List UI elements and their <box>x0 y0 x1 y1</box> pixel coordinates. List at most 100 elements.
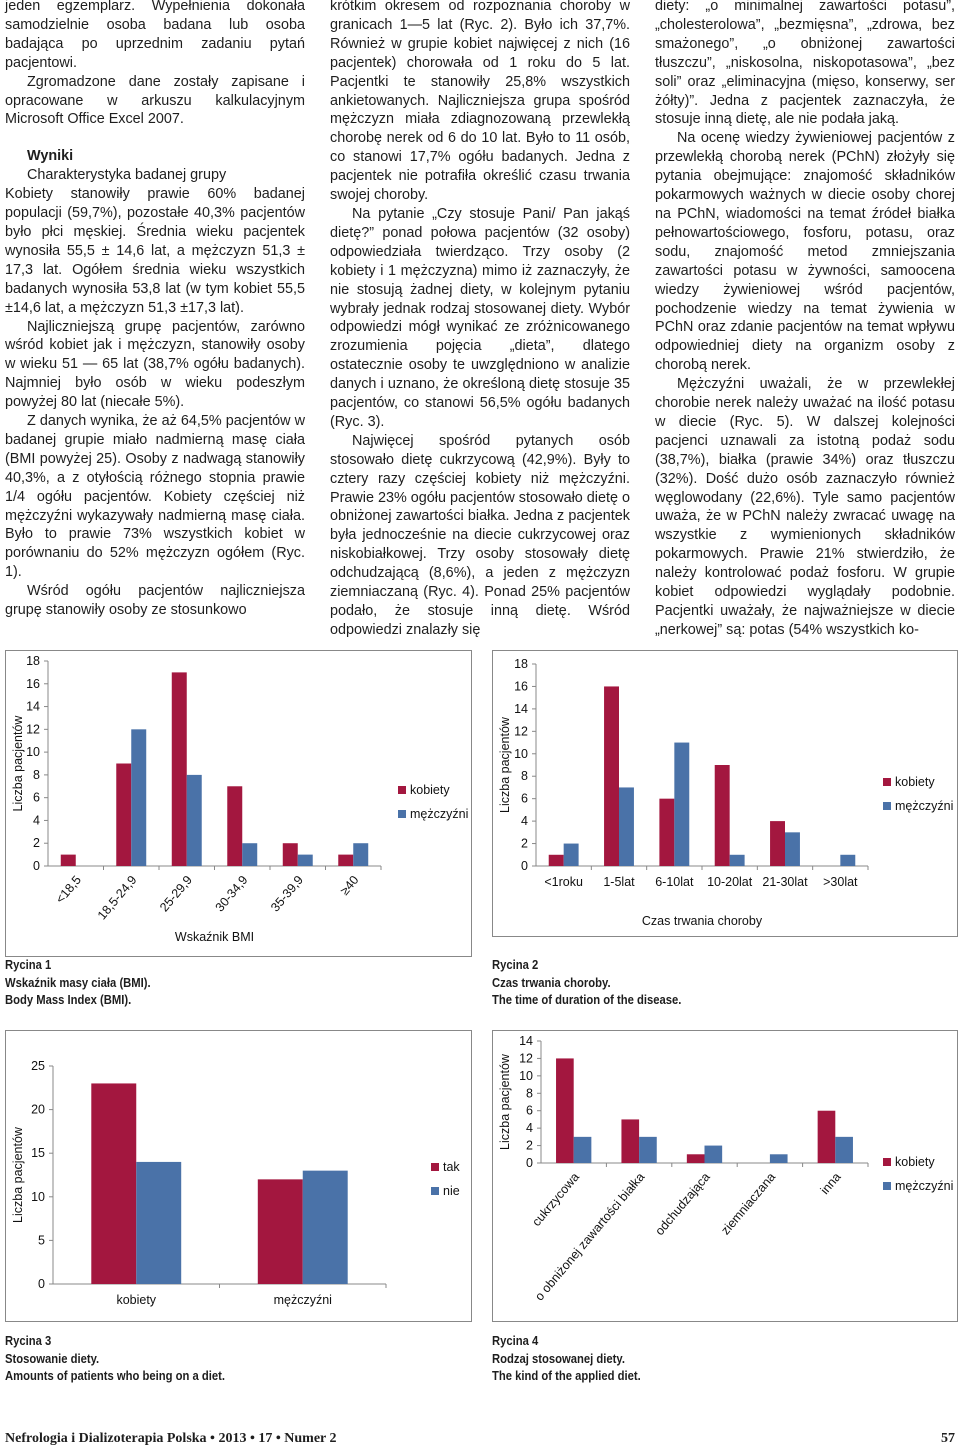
bar <box>604 686 619 866</box>
y-tick-label: 12 <box>519 1051 533 1065</box>
page-number: 57 <box>941 1431 955 1446</box>
legend-label: kobiety <box>895 775 935 789</box>
y-tick-label: 16 <box>514 679 528 693</box>
x-tick-label: ziemniaczana <box>718 1170 778 1238</box>
caption-label: Rycina 2 <box>492 958 539 972</box>
bar <box>227 786 243 866</box>
legend-swatch <box>398 786 406 794</box>
bar <box>91 1083 137 1284</box>
y-tick-label: 2 <box>33 836 40 850</box>
y-tick-label: 6 <box>521 792 528 806</box>
x-tick-label: 21-30lat <box>762 875 808 889</box>
y-tick-label: 4 <box>33 813 40 827</box>
paragraph: Najwięcej spośród pytanych osób stosował… <box>330 432 630 638</box>
x-tick-label: >30lat <box>823 875 858 889</box>
y-tick-label: 10 <box>26 745 40 759</box>
figure-chart: 0 2 4 6 8 10 12 14 16 18 <18,5 18,5-24,9 25-29,9 30-3… <box>5 650 472 957</box>
paragraph: jeden egzemplarz. Wypełnienia dokonała s… <box>5 0 305 71</box>
x-tick-label: cukrzycowa <box>529 1170 582 1229</box>
paragraph: Mężczyźni uważali, że w przewlekłej chor… <box>655 376 955 638</box>
figure-caption: Rycina 3 Stosowanie diety. Amounts of pa… <box>5 1333 225 1386</box>
figure-caption: Rycina 1 Wskaźnik masy ciała (BMI). Body… <box>5 957 151 1010</box>
caption-en: Amounts of patients who being on a diet. <box>5 1369 226 1383</box>
bar <box>573 1136 592 1163</box>
text-column: diety: „o minimalnej zawartości potasu”,… <box>655 0 955 640</box>
section-heading: Wyniki <box>27 148 74 165</box>
y-tick-label: 8 <box>521 769 528 783</box>
bar <box>840 854 856 866</box>
paragraph: Z danych wynika, że aż 64,5% pacjentów w… <box>5 413 305 581</box>
x-tick-label: 18,5-24,9 <box>95 873 140 922</box>
legend-swatch <box>883 1158 891 1166</box>
x-tick-label: ≥40 <box>337 873 361 898</box>
x-tick-label: mężczyźni <box>274 1293 332 1307</box>
bar <box>116 763 132 866</box>
x-tick-label: inna <box>818 1170 844 1197</box>
legend-label: mężczyźni <box>410 807 468 821</box>
y-tick-label: 20 <box>31 1103 45 1117</box>
legend-label: kobiety <box>895 1155 935 1169</box>
legend-swatch <box>883 802 891 810</box>
caption-en: The time of duration of the disease. <box>492 993 682 1007</box>
bar <box>353 843 369 866</box>
caption-pl: Wskaźnik masy ciała (BMI). <box>5 975 151 990</box>
y-tick-label: 18 <box>26 654 40 668</box>
y-tick-label: 0 <box>521 859 528 873</box>
y-tick-label: 16 <box>26 677 40 691</box>
bar <box>136 1161 182 1284</box>
subheading: Charakterystyka badanej grupy <box>27 167 227 184</box>
caption-en: The kind of the applied diet. <box>492 1369 641 1383</box>
y-tick-label: 0 <box>33 859 40 873</box>
legend-swatch <box>883 1182 891 1190</box>
caption-label: Rycina 4 <box>492 1334 539 1348</box>
paragraph: diety: „o minimalnej zawartości potasu”,… <box>655 0 955 128</box>
y-tick-label: 18 <box>514 657 528 671</box>
x-tick-label: 10-20lat <box>707 875 753 889</box>
y-tick-label: 4 <box>521 814 528 828</box>
caption-en: Body Mass Index (BMI). <box>5 993 132 1007</box>
y-tick-label: 2 <box>526 1139 533 1153</box>
caption-pl: Rodzaj stosowanej diety. <box>492 1351 625 1366</box>
legend-swatch <box>431 1187 439 1195</box>
y-tick-label: 10 <box>519 1069 533 1083</box>
bar <box>621 1119 640 1163</box>
figure-chart: 0 5 10 15 20 25 kobiety mężczyźni tak nie Liczba p… <box>5 1030 472 1322</box>
bar <box>556 1058 574 1163</box>
figure-chart: 0 2 4 6 8 10 12 14 16 18 <1roku 1-5lat 6-10lat 10-20l… <box>492 650 958 937</box>
legend-label: mężczyźni <box>895 799 953 813</box>
bar <box>548 854 564 866</box>
bar <box>242 843 258 866</box>
bar <box>817 1110 836 1163</box>
y-tick-label: 12 <box>26 722 40 736</box>
y-tick-label: 14 <box>514 702 528 716</box>
bar <box>674 742 690 866</box>
bar <box>770 821 785 866</box>
y-tick-label: 0 <box>526 1156 533 1170</box>
x-tick-label: odchudzająca <box>652 1170 712 1238</box>
x-tick-label: kobiety <box>116 1293 156 1307</box>
bar <box>282 843 298 866</box>
legend-swatch <box>431 1163 439 1171</box>
caption-label: Rycina 1 <box>5 958 52 972</box>
y-axis-title: Liczba pacjentów <box>11 1126 25 1223</box>
bar <box>302 1170 348 1284</box>
paragraph: Kobiety stanowiły prawie 60% badanej pop… <box>5 186 305 316</box>
figure-caption: Rycina 4 Rodzaj stosowanej diety. The ki… <box>492 1333 641 1386</box>
bar <box>659 798 675 866</box>
bar <box>785 832 800 866</box>
caption-pl: Czas trwania choroby. <box>492 975 611 990</box>
y-tick-label: 6 <box>526 1104 533 1118</box>
y-tick-label: 14 <box>519 1034 533 1048</box>
bar <box>714 765 730 866</box>
legend-swatch <box>883 778 891 786</box>
bar <box>835 1136 853 1163</box>
y-tick-label: 10 <box>514 747 528 761</box>
y-tick-label: 12 <box>514 724 528 738</box>
y-axis-title: Liczba pacjentów <box>498 1053 512 1150</box>
y-tick-label: 4 <box>526 1121 533 1135</box>
bar <box>171 672 187 866</box>
y-axis-title: Liczba pacjentów <box>498 716 512 813</box>
x-tick-label: <1roku <box>544 875 583 889</box>
